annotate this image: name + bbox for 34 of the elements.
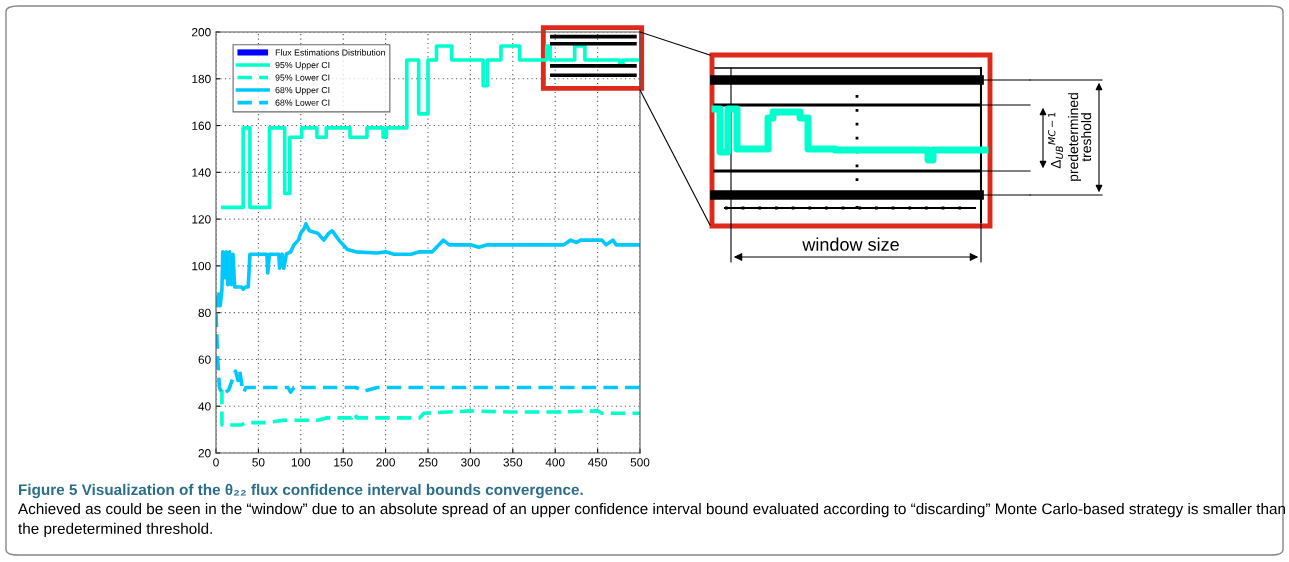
x-tick-label: 500 [630, 458, 650, 467]
x-tick-label: 150 [334, 458, 353, 467]
x-tick-label: 400 [545, 458, 565, 467]
x-tick-label: 50 [252, 458, 265, 467]
text: predetermined treshold [1068, 93, 1092, 181]
y-tick-label: 60 [198, 355, 211, 364]
y-tick-label: 180 [192, 74, 211, 84]
y-tick-label: 40 [198, 402, 211, 411]
line-series [216, 310, 640, 397]
y-tick-label: 80 [198, 308, 211, 318]
y-tick-label: 160 [192, 121, 211, 130]
y-tick-label: 20 [198, 449, 211, 458]
legend-label: 68% Lower CI [275, 99, 330, 106]
x-tick-label: 100 [291, 458, 311, 467]
text: Achieved as could be seen in the “window” due to an absolute spread of an upper confidence interval bound evaluated according to “discarding” Monte Carlo-based strategy is smaller than the predetermined threshold. [18, 503, 1285, 538]
text: window size [802, 237, 899, 251]
x-tick-label: 0 [213, 458, 219, 467]
line-series [220, 388, 640, 427]
legend-label: Flux Estimations Distribution [275, 49, 385, 56]
text: Δ$_{UB}$$^{MC−1}$ [1048, 112, 1063, 169]
y-tick-label: 200 [192, 28, 211, 37]
y-tick-label: 120 [192, 215, 211, 224]
x-tick-label: 200 [376, 458, 395, 467]
caption: Figure 5 Visualization of the θ₂₂ flux confidence interval bounds convergence. [19, 483, 583, 499]
legend-label: 95% Upper CI [275, 61, 330, 70]
line-series [216, 221, 640, 308]
x-tick-label: 300 [461, 458, 480, 467]
y-tick-label: 100 [192, 261, 211, 271]
legend-label: 95% Lower CI [275, 74, 330, 81]
legend-label: 68% Upper CI [275, 87, 330, 95]
x-tick-label: 350 [503, 458, 523, 467]
x-tick-label: 250 [418, 458, 438, 467]
y-tick-label: 140 [192, 168, 211, 177]
x-tick-label: 450 [588, 458, 607, 467]
